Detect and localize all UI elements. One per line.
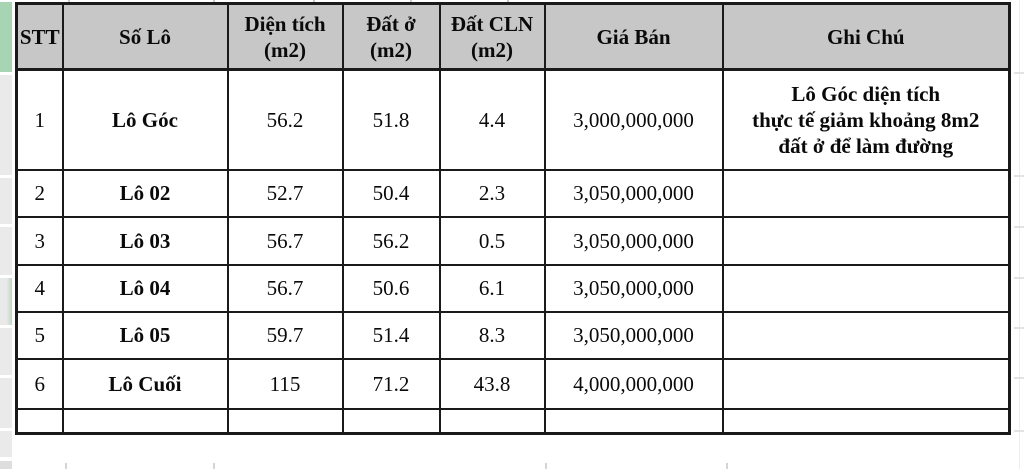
cell-ghi-chu[interactable] (721, 310, 1011, 360)
cell-gia-ban[interactable]: 3,050,000,000 (543, 263, 724, 313)
col-header-dat-cln[interactable]: Đất CLN (m2) (438, 2, 546, 71)
cell-gia-ban[interactable] (543, 407, 724, 435)
gridline (1014, 277, 1024, 279)
cell-gia-ban[interactable]: 3,050,000,000 (543, 310, 724, 360)
strip-cell (0, 75, 12, 175)
gridline (68, 0, 70, 3)
table-row-empty (15, 407, 1011, 435)
strip-cell (0, 378, 12, 428)
cell-dat-cln[interactable]: 0.5 (438, 215, 546, 266)
cell-gia-ban[interactable]: 3,050,000,000 (543, 215, 724, 266)
cell-ghi-chu[interactable] (721, 357, 1011, 410)
cell-dien-tich[interactable]: 115 (226, 357, 344, 410)
cell-ghi-chu[interactable] (721, 168, 1011, 218)
cell-ghi-chu[interactable] (721, 215, 1011, 266)
cell-dat-cln[interactable]: 43.8 (438, 357, 546, 410)
cell-so-lo[interactable]: Lô 04 (61, 263, 229, 313)
cell-so-lo[interactable] (61, 407, 229, 435)
gridline (1014, 430, 1024, 432)
cell-dien-tich[interactable]: 56.7 (226, 215, 344, 266)
cell-dat-cln[interactable]: 4.4 (438, 68, 546, 171)
cell-dat-cln[interactable] (438, 407, 546, 435)
col-header-gia-ban[interactable]: Giá Bán (543, 2, 724, 71)
cell-so-lo[interactable]: Lô 02 (61, 168, 229, 218)
cell-stt[interactable]: 1 (15, 68, 64, 171)
gridline (1014, 175, 1024, 177)
col-header-ghi-chu[interactable]: Ghi Chú (721, 2, 1011, 71)
cell-stt[interactable]: 4 (15, 263, 64, 313)
lots-table: STT Số Lô Diện tích (m2) Đất ở (m2) Đất … (15, 2, 1011, 435)
gridline (213, 0, 215, 3)
cell-stt[interactable]: 5 (15, 310, 64, 360)
cell-dat-o[interactable]: 51.4 (341, 310, 441, 360)
gridline (1014, 226, 1024, 228)
table-row-6: 6 Lô Cuối 115 71.2 43.8 4,000,000,000 (15, 357, 1011, 410)
table-row-4: 4 Lô 04 56.7 50.6 6.1 3,050,000,000 (15, 263, 1011, 313)
cell-dat-cln[interactable]: 2.3 (438, 168, 546, 218)
cell-dat-o[interactable]: 51.8 (341, 68, 441, 171)
gridline (1014, 327, 1024, 329)
strip-header-cell (0, 2, 12, 72)
cell-dien-tich[interactable]: 56.2 (226, 68, 344, 171)
strip-cell (0, 431, 12, 457)
gridline (507, 0, 509, 3)
cell-ghi-chu[interactable] (721, 263, 1011, 313)
gridline (726, 463, 728, 469)
gridline (410, 0, 412, 3)
cell-dat-o[interactable]: 56.2 (341, 215, 441, 266)
col-header-stt[interactable]: STT (15, 2, 64, 71)
gridline (65, 463, 67, 469)
table-row-2: 2 Lô 02 52.7 50.4 2.3 3,050,000,000 (15, 168, 1011, 218)
gridline (1014, 72, 1024, 74)
strip-cell (0, 227, 12, 275)
cell-dat-o[interactable]: 50.6 (341, 263, 441, 313)
gridline (545, 463, 547, 469)
cell-dat-o[interactable]: 50.4 (341, 168, 441, 218)
gridline (1019, 0, 1020, 469)
cell-dien-tich[interactable]: 56.7 (226, 263, 344, 313)
cell-stt[interactable]: 2 (15, 168, 64, 218)
table-row-5: 5 Lô 05 59.7 51.4 8.3 3,050,000,000 (15, 310, 1011, 360)
cell-stt[interactable]: 6 (15, 357, 64, 410)
cell-so-lo[interactable]: Lô Góc (61, 68, 229, 171)
cell-stt[interactable]: 3 (15, 215, 64, 266)
cell-so-lo[interactable]: Lô 03 (61, 215, 229, 266)
strip-cell (0, 328, 12, 375)
cell-dat-cln[interactable]: 8.3 (438, 310, 546, 360)
gridline (213, 463, 215, 469)
cell-dien-tich[interactable]: 59.7 (226, 310, 344, 360)
table-row-1: 1 Lô Góc 56.2 51.8 4.4 3,000,000,000 Lô … (15, 68, 1011, 171)
gridline (1014, 377, 1024, 379)
gridline (313, 0, 315, 3)
strip-cell (0, 461, 12, 469)
cell-ghi-chu[interactable]: Lô Góc diện tích thực tế giảm khoảng 8m2… (721, 68, 1011, 171)
strip-cell-green (0, 278, 12, 325)
cell-dat-cln[interactable]: 6.1 (438, 263, 546, 313)
col-header-so-lo[interactable]: Số Lô (61, 2, 229, 71)
cell-dat-o[interactable] (341, 407, 441, 435)
cell-stt[interactable] (15, 407, 64, 435)
cell-so-lo[interactable]: Lô 05 (61, 310, 229, 360)
strip-cell (0, 178, 12, 224)
table-row-3: 3 Lô 03 56.7 56.2 0.5 3,050,000,000 (15, 215, 1011, 266)
cell-dien-tich[interactable] (226, 407, 344, 435)
col-header-dat-o[interactable]: Đất ở (m2) (341, 2, 441, 71)
cell-gia-ban[interactable]: 3,000,000,000 (543, 68, 724, 171)
cell-dien-tich[interactable]: 52.7 (226, 168, 344, 218)
header-row: STT Số Lô Diện tích (m2) Đất ở (m2) Đất … (15, 2, 1011, 71)
cell-ghi-chu[interactable] (721, 407, 1011, 435)
cell-so-lo[interactable]: Lô Cuối (61, 357, 229, 410)
cell-gia-ban[interactable]: 4,000,000,000 (543, 357, 724, 410)
col-header-dien-tich[interactable]: Diện tích (m2) (226, 2, 344, 71)
cell-dat-o[interactable]: 71.2 (341, 357, 441, 410)
cell-gia-ban[interactable]: 3,050,000,000 (543, 168, 724, 218)
